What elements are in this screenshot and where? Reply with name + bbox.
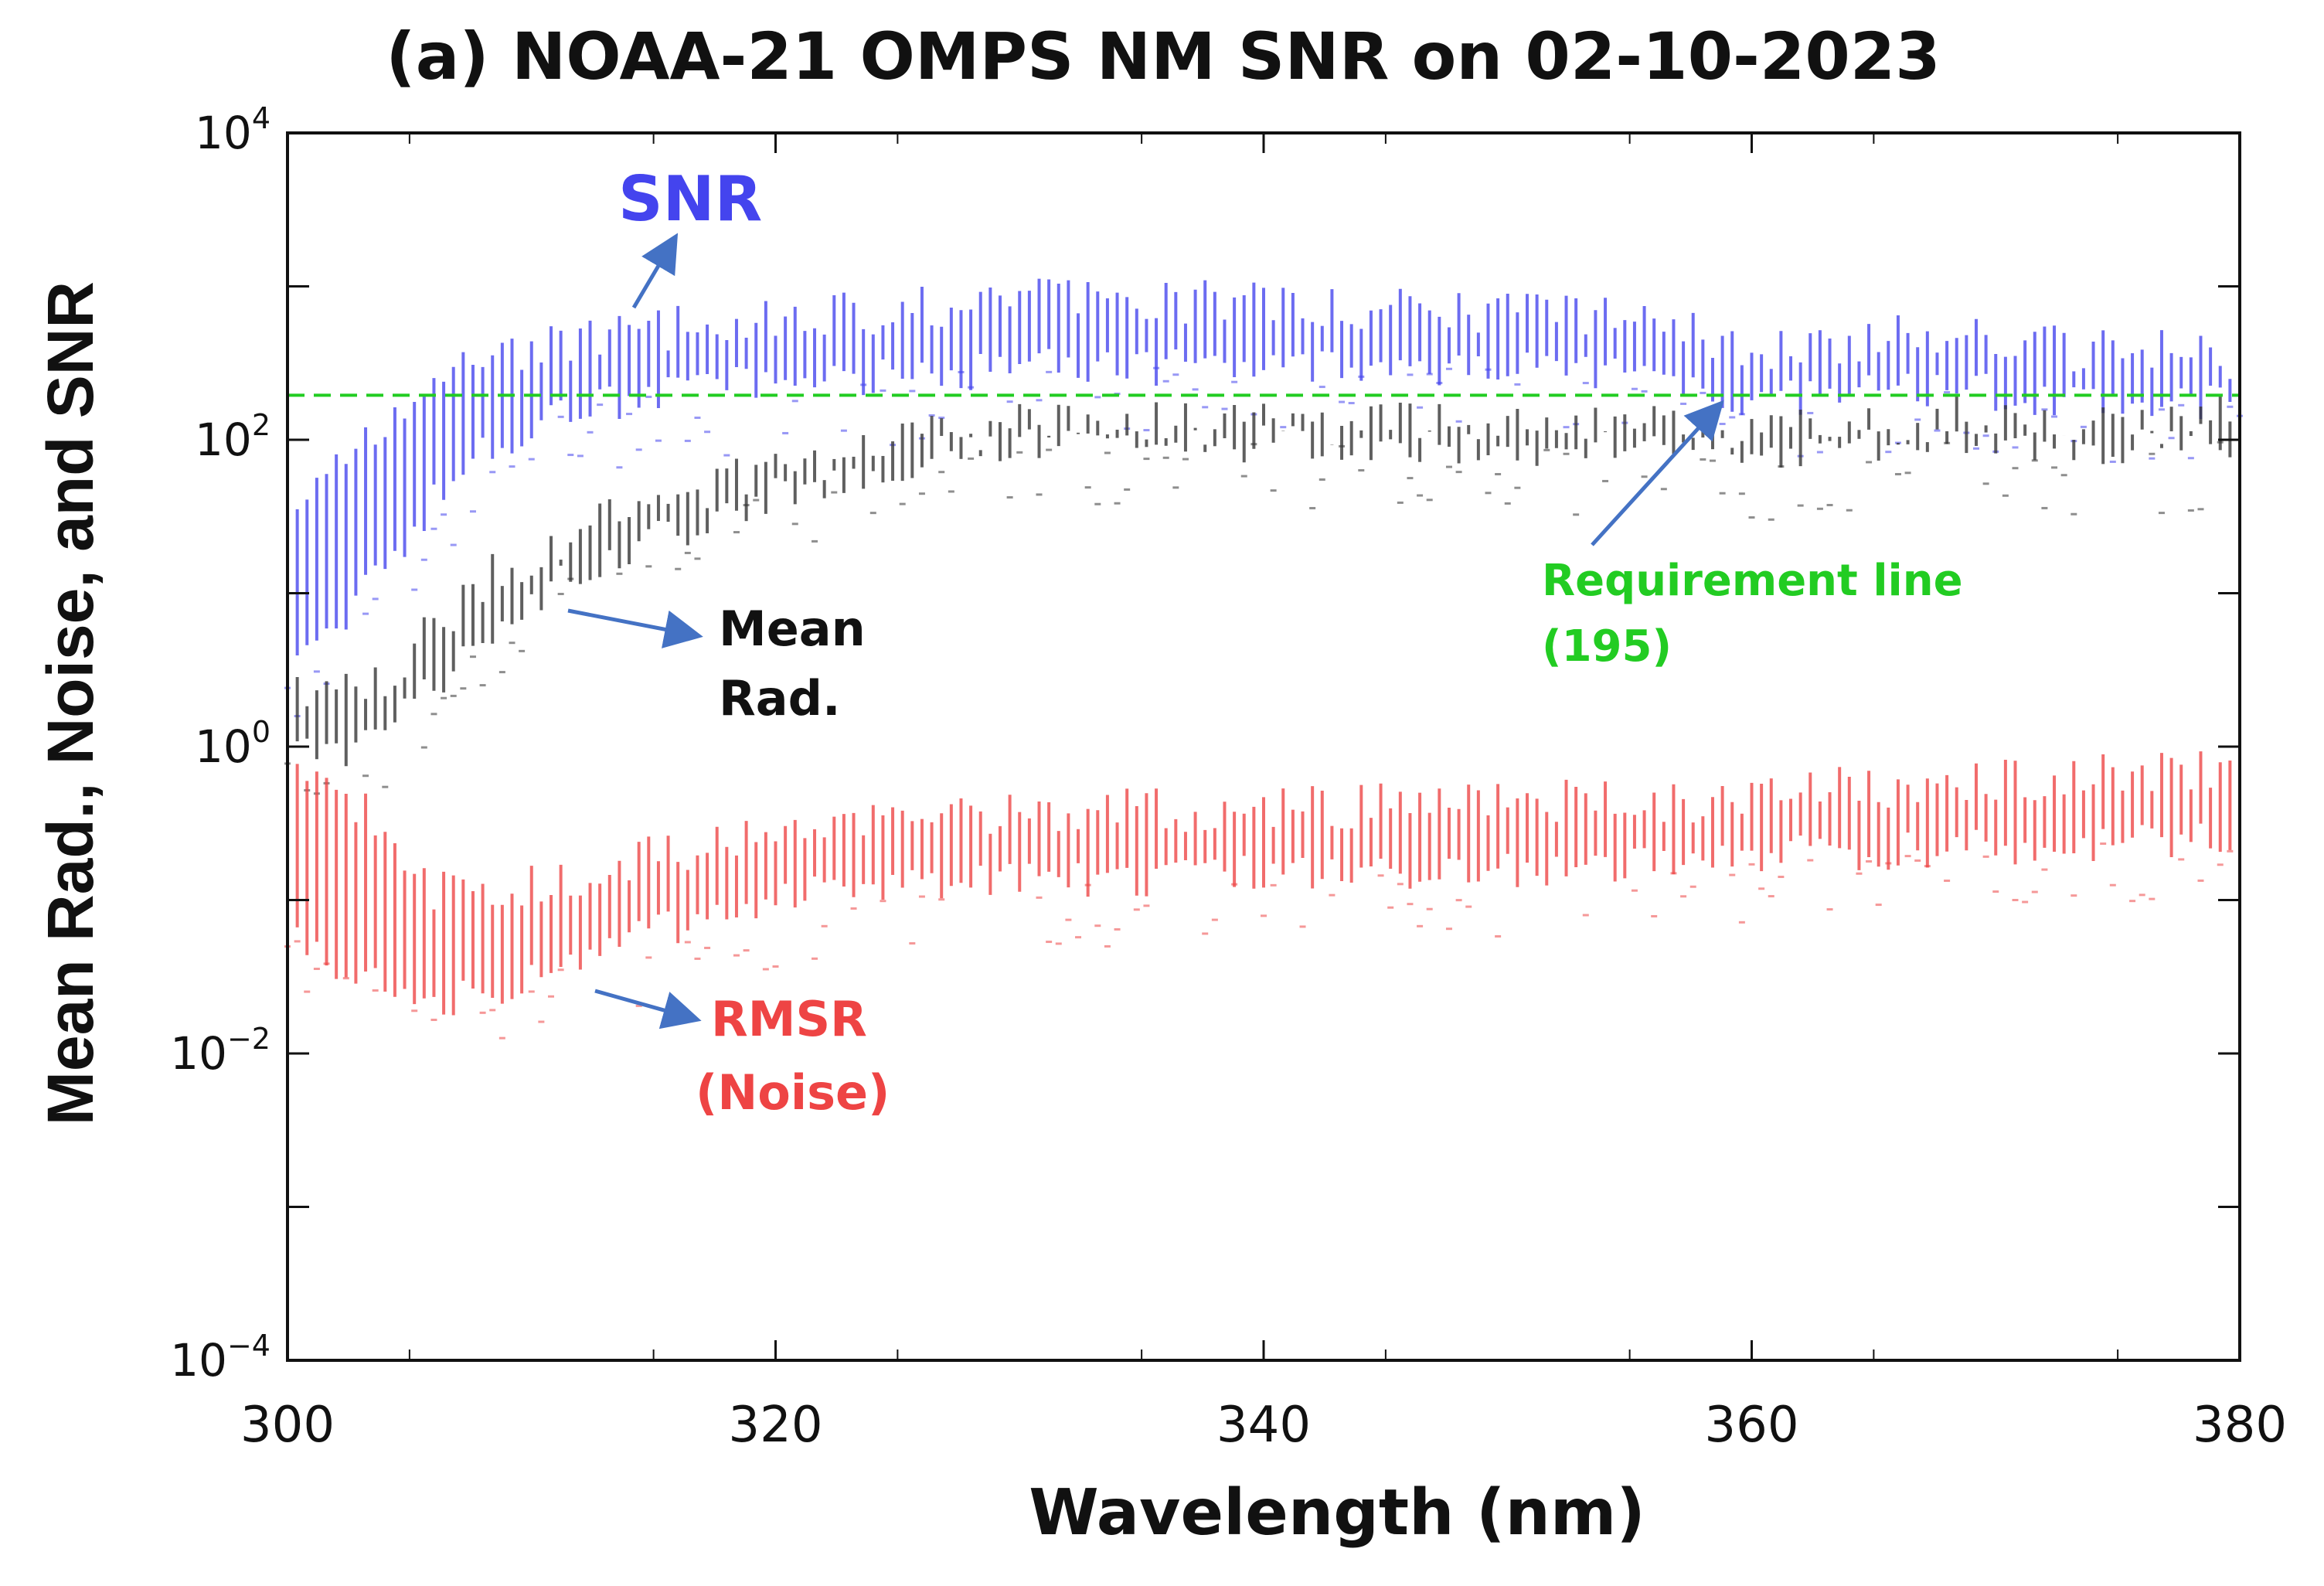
y-tick-label: 100 [195,715,271,773]
x-axis-label: Wavelength (nm) [1029,1476,1645,1550]
snr-label: SNR [618,163,762,235]
requirement-label-line2: (195) [1542,621,1672,672]
y-tick-label: 10−4 [170,1329,271,1387]
x-tick-label: 360 [1704,1397,1798,1454]
mean-rad-arrow [567,608,703,648]
snr-series [284,278,2243,718]
noise-label-line1: RMSR [711,991,867,1047]
requirement-arrow [1591,400,1724,546]
x-tick-label: 380 [2193,1397,2287,1454]
requirement-label-line1: Requirement line [1542,556,1963,606]
noise-series [284,740,2241,1040]
annotations: SNR Mean Rad. RMSR (Noise) Requirement line (1… [567,163,1963,1121]
y-tick-label: 104 [195,101,271,159]
mean-rad-label-line1: Mean [719,601,866,657]
noise-arrow [594,989,702,1030]
y-tick-label: 10−2 [170,1022,271,1080]
noise-label-line2: (Noise) [696,1064,890,1121]
x-tick-label: 320 [728,1397,822,1454]
snr-arrow [631,233,679,309]
mean-radiance-series [284,395,2241,795]
plot-marks [284,278,2243,1040]
x-tick-label: 340 [1216,1397,1311,1454]
axes: 300 320 340 360 380 104 102 100 10−2 10−4 [170,101,2287,1454]
y-tick-label: 102 [195,408,271,466]
y-axis-label: Mean Rad., Noise, and SNR [34,281,107,1125]
chart-title: (a) NOAA-21 OMPS NM SNR on 02-10-2023 [386,19,1940,94]
mean-rad-label-line2: Rad. [719,670,841,727]
x-tick-label: 300 [240,1397,335,1454]
